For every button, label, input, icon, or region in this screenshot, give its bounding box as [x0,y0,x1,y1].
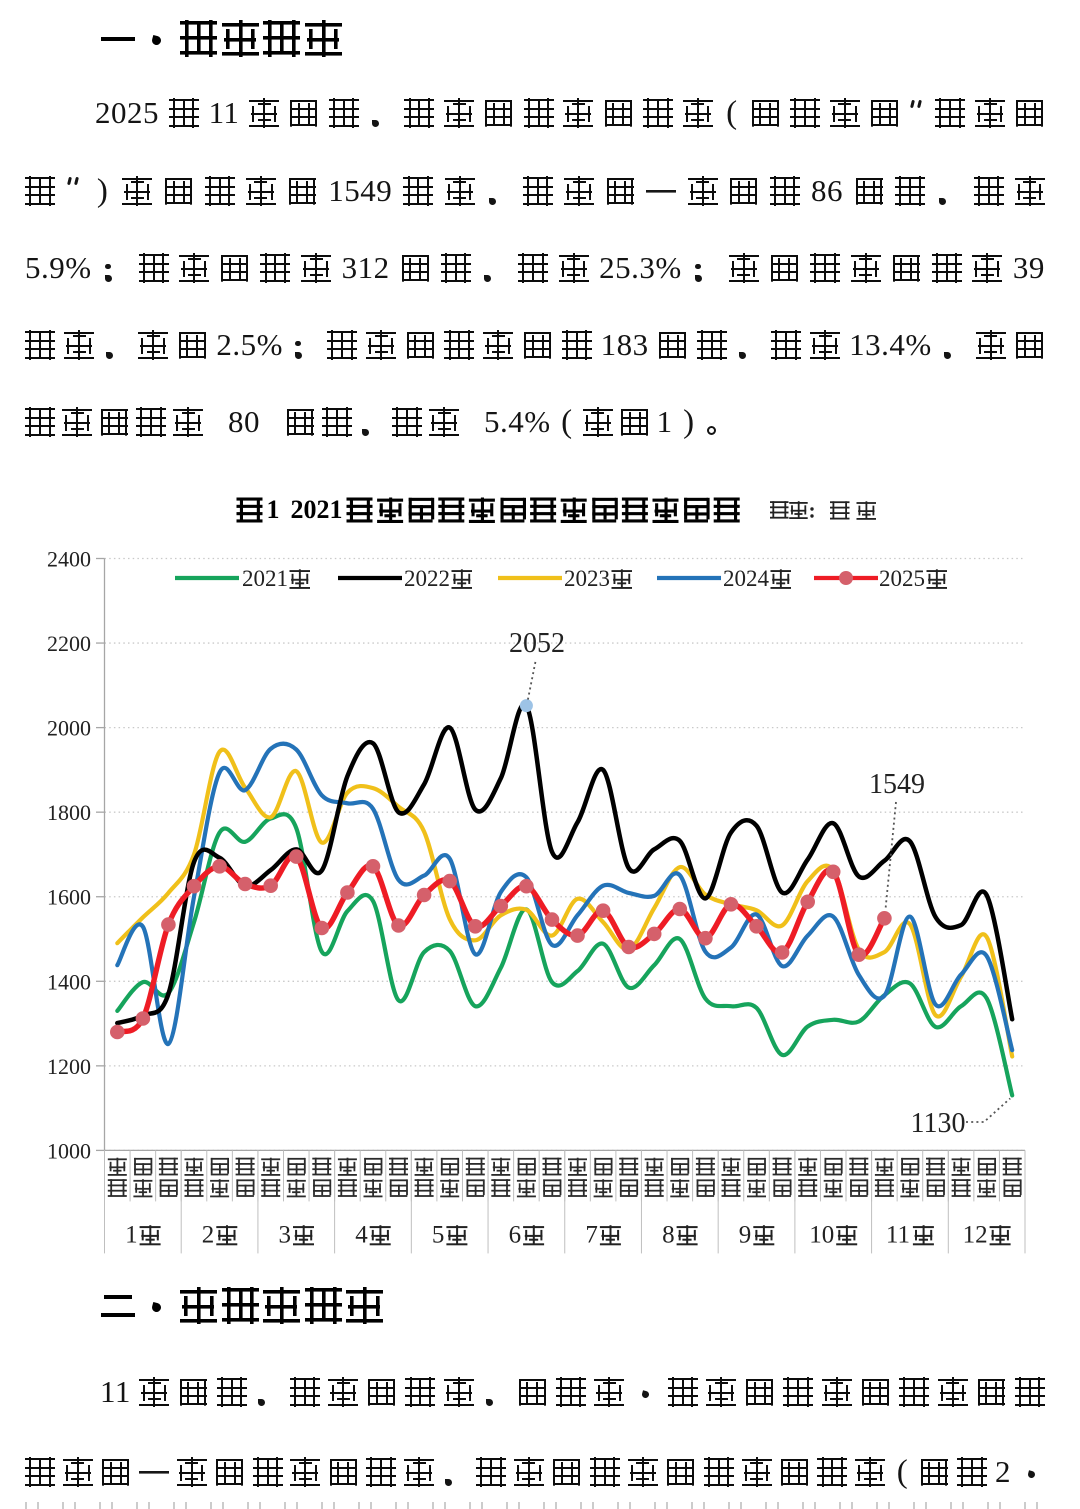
svg-text:7: 7 [585,1221,598,1248]
svg-text:2: 2 [202,1221,215,1248]
svg-text:5: 5 [432,1221,445,1248]
svg-text:2024: 2024 [723,566,770,591]
svg-text:1600: 1600 [47,885,91,910]
svg-text:1: 1 [267,495,280,524]
svg-text:2400: 2400 [47,547,91,572]
svg-text:2052: 2052 [509,628,565,659]
svg-text:1400: 1400 [47,969,91,994]
svg-text:3: 3 [279,1221,292,1248]
svg-text:1: 1 [125,1221,138,1248]
svg-text:1800: 1800 [47,800,91,825]
svg-text:6: 6 [509,1221,521,1248]
svg-text:2022: 2022 [404,566,450,591]
svg-text:1000: 1000 [47,1138,91,1163]
svg-text:2021: 2021 [242,566,288,591]
svg-text:10: 10 [809,1221,834,1248]
svg-text:2200: 2200 [47,631,91,656]
svg-text:9: 9 [739,1221,752,1248]
svg-text:8: 8 [662,1221,675,1248]
svg-text:2025: 2025 [879,566,925,591]
svg-text:4: 4 [355,1221,368,1248]
svg-text:2021: 2021 [291,495,343,524]
svg-text:2000: 2000 [47,716,91,741]
svg-text:12: 12 [963,1221,988,1248]
svg-text:1200: 1200 [47,1054,91,1079]
svg-text:2023: 2023 [564,566,610,591]
svg-text:1549: 1549 [869,769,925,800]
svg-text:1130: 1130 [911,1108,966,1139]
svg-text:11: 11 [886,1221,910,1248]
